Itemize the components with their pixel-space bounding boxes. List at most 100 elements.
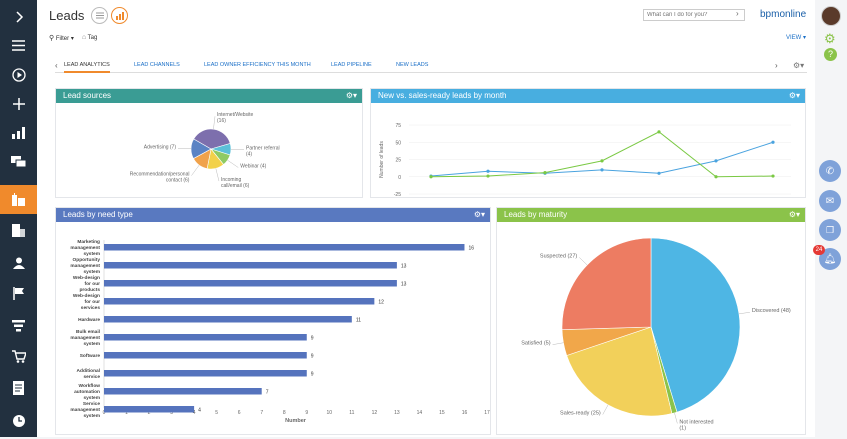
pie-leader-line	[228, 160, 239, 167]
leads-icon[interactable]	[0, 185, 37, 214]
plus-icon[interactable]	[0, 89, 37, 118]
pie-leader-line	[191, 165, 199, 175]
tag-button[interactable]: ⌂ Tag	[82, 34, 97, 42]
data-point[interactable]	[429, 175, 432, 178]
need-type-title: Leads by need type	[63, 210, 133, 219]
pie-leader-line	[579, 257, 587, 265]
pie-leader-line	[739, 312, 750, 314]
pie-label: Partner referral(4)	[246, 145, 280, 157]
pie-leader-line	[216, 168, 219, 181]
bar[interactable]	[104, 262, 397, 269]
data-point[interactable]	[600, 168, 603, 171]
panel-gear-icon[interactable]: ⚙▾	[346, 91, 357, 100]
tag-label: Tag	[88, 35, 98, 41]
pie-label: Not interested(1)	[679, 419, 713, 431]
tab-lead-channels[interactable]: LEAD CHANNELS	[134, 62, 180, 68]
user-avatar[interactable]	[821, 6, 841, 26]
bar[interactable]	[104, 370, 307, 377]
panel-gear-icon[interactable]: ⚙▾	[474, 210, 485, 219]
bell-icon: 🔔︎	[824, 254, 837, 265]
view-button[interactable]: VIEW ▾	[786, 34, 806, 41]
maturity-panel: Leads by maturity ⚙▾ Discovered (48)Not …	[496, 207, 806, 435]
bar[interactable]	[104, 298, 374, 305]
search-input[interactable]	[643, 9, 745, 21]
search-arrow-icon[interactable]: ›	[736, 9, 739, 18]
bar[interactable]	[104, 334, 307, 341]
x-tick-label: 10	[327, 410, 333, 416]
bar[interactable]	[104, 280, 397, 287]
building-icon[interactable]	[0, 216, 37, 245]
tab-lead-pipeline[interactable]: LEAD PIPELINE	[331, 62, 372, 68]
data-point[interactable]	[543, 171, 546, 174]
menu-icon[interactable]	[0, 31, 37, 60]
timer-icon[interactable]	[0, 406, 37, 435]
data-point[interactable]	[657, 130, 660, 133]
data-point[interactable]	[657, 172, 660, 175]
tab-lead-analytics[interactable]: LEAD ANALYTICS	[64, 62, 110, 73]
bar-value-label: 13	[401, 264, 407, 270]
settings-gear-icon[interactable]: ⚙▾	[793, 61, 804, 70]
pie-label: Internet/Website(16)	[217, 112, 254, 124]
y-tick-label: 25	[395, 158, 401, 164]
filter-button[interactable]: ⚲ Filter ▾	[49, 34, 74, 42]
data-point[interactable]	[771, 141, 774, 144]
pie-slice[interactable]	[562, 238, 651, 330]
pie-leader-line	[674, 413, 677, 424]
bar-value-label: 7	[266, 390, 269, 396]
right-action-bar: ✆ ✉ ❐ 🔔︎ 24	[815, 150, 847, 285]
help-icon[interactable]: ?	[824, 48, 837, 61]
chevron-right-icon[interactable]	[0, 2, 37, 31]
person-icon[interactable]	[0, 248, 37, 277]
panel-gear-icon[interactable]: ⚙▾	[789, 91, 800, 100]
y-tick-label: 0	[398, 175, 401, 181]
email-button[interactable]: ✉	[819, 190, 841, 212]
left-nav	[0, 0, 37, 437]
list-view-button[interactable]	[91, 7, 108, 24]
tab-lead-owner-efficiency[interactable]: LEAD OWNER EFFICIENCY THIS MONTH	[204, 62, 311, 68]
new-vs-ready-title: New vs. sales-ready leads by month	[378, 91, 507, 100]
bar[interactable]	[104, 316, 352, 323]
messages-button[interactable]: ❐	[819, 219, 841, 241]
data-point[interactable]	[600, 159, 603, 162]
data-point[interactable]	[486, 174, 489, 177]
y-tick-label: -25	[394, 192, 401, 197]
funnel-icon[interactable]	[0, 311, 37, 340]
tab-scroll-right-icon[interactable]: ›	[775, 61, 778, 70]
need-type-header: Leads by need type ⚙▾	[56, 208, 490, 222]
phone-icon: ✆	[826, 166, 834, 177]
panel-gear-icon[interactable]: ⚙▾	[789, 210, 800, 219]
bar-value-label: 12	[378, 300, 384, 306]
settings-icon[interactable]: ⚙	[824, 31, 836, 47]
maturity-chart: Discovered (48)Not interested(1)Sales-re…	[497, 222, 805, 434]
document-icon[interactable]	[0, 373, 37, 402]
cart-icon[interactable]	[0, 342, 37, 371]
bar[interactable]	[104, 406, 194, 413]
email-icon: ✉	[826, 196, 834, 207]
flag-icon[interactable]	[0, 279, 37, 308]
pie-label: Suspected (27)	[540, 253, 577, 259]
pie-label: Satisfied (5)	[521, 341, 551, 347]
bar[interactable]	[104, 388, 262, 395]
data-point[interactable]	[486, 170, 489, 173]
bar-chart-icon[interactable]	[0, 118, 37, 147]
bar[interactable]	[104, 244, 464, 251]
x-tick-label: 7	[260, 410, 263, 416]
bar-value-label: 9	[311, 336, 314, 342]
play-icon[interactable]	[0, 60, 37, 89]
tag-icon: ⌂	[82, 34, 86, 41]
pie-leader-line	[553, 343, 564, 345]
data-point[interactable]	[714, 175, 717, 178]
data-point[interactable]	[714, 159, 717, 162]
data-point[interactable]	[771, 174, 774, 177]
pie-leader-line	[213, 116, 215, 129]
tab-scroll-left-icon[interactable]: ‹	[55, 61, 58, 70]
bar[interactable]	[104, 352, 307, 359]
phone-button[interactable]: ✆	[819, 160, 841, 182]
bar-value-label: 11	[356, 318, 361, 324]
analytics-view-button[interactable]	[111, 7, 128, 24]
chat-icon[interactable]	[0, 147, 37, 176]
tab-new-leads[interactable]: NEW LEADS	[396, 62, 428, 68]
